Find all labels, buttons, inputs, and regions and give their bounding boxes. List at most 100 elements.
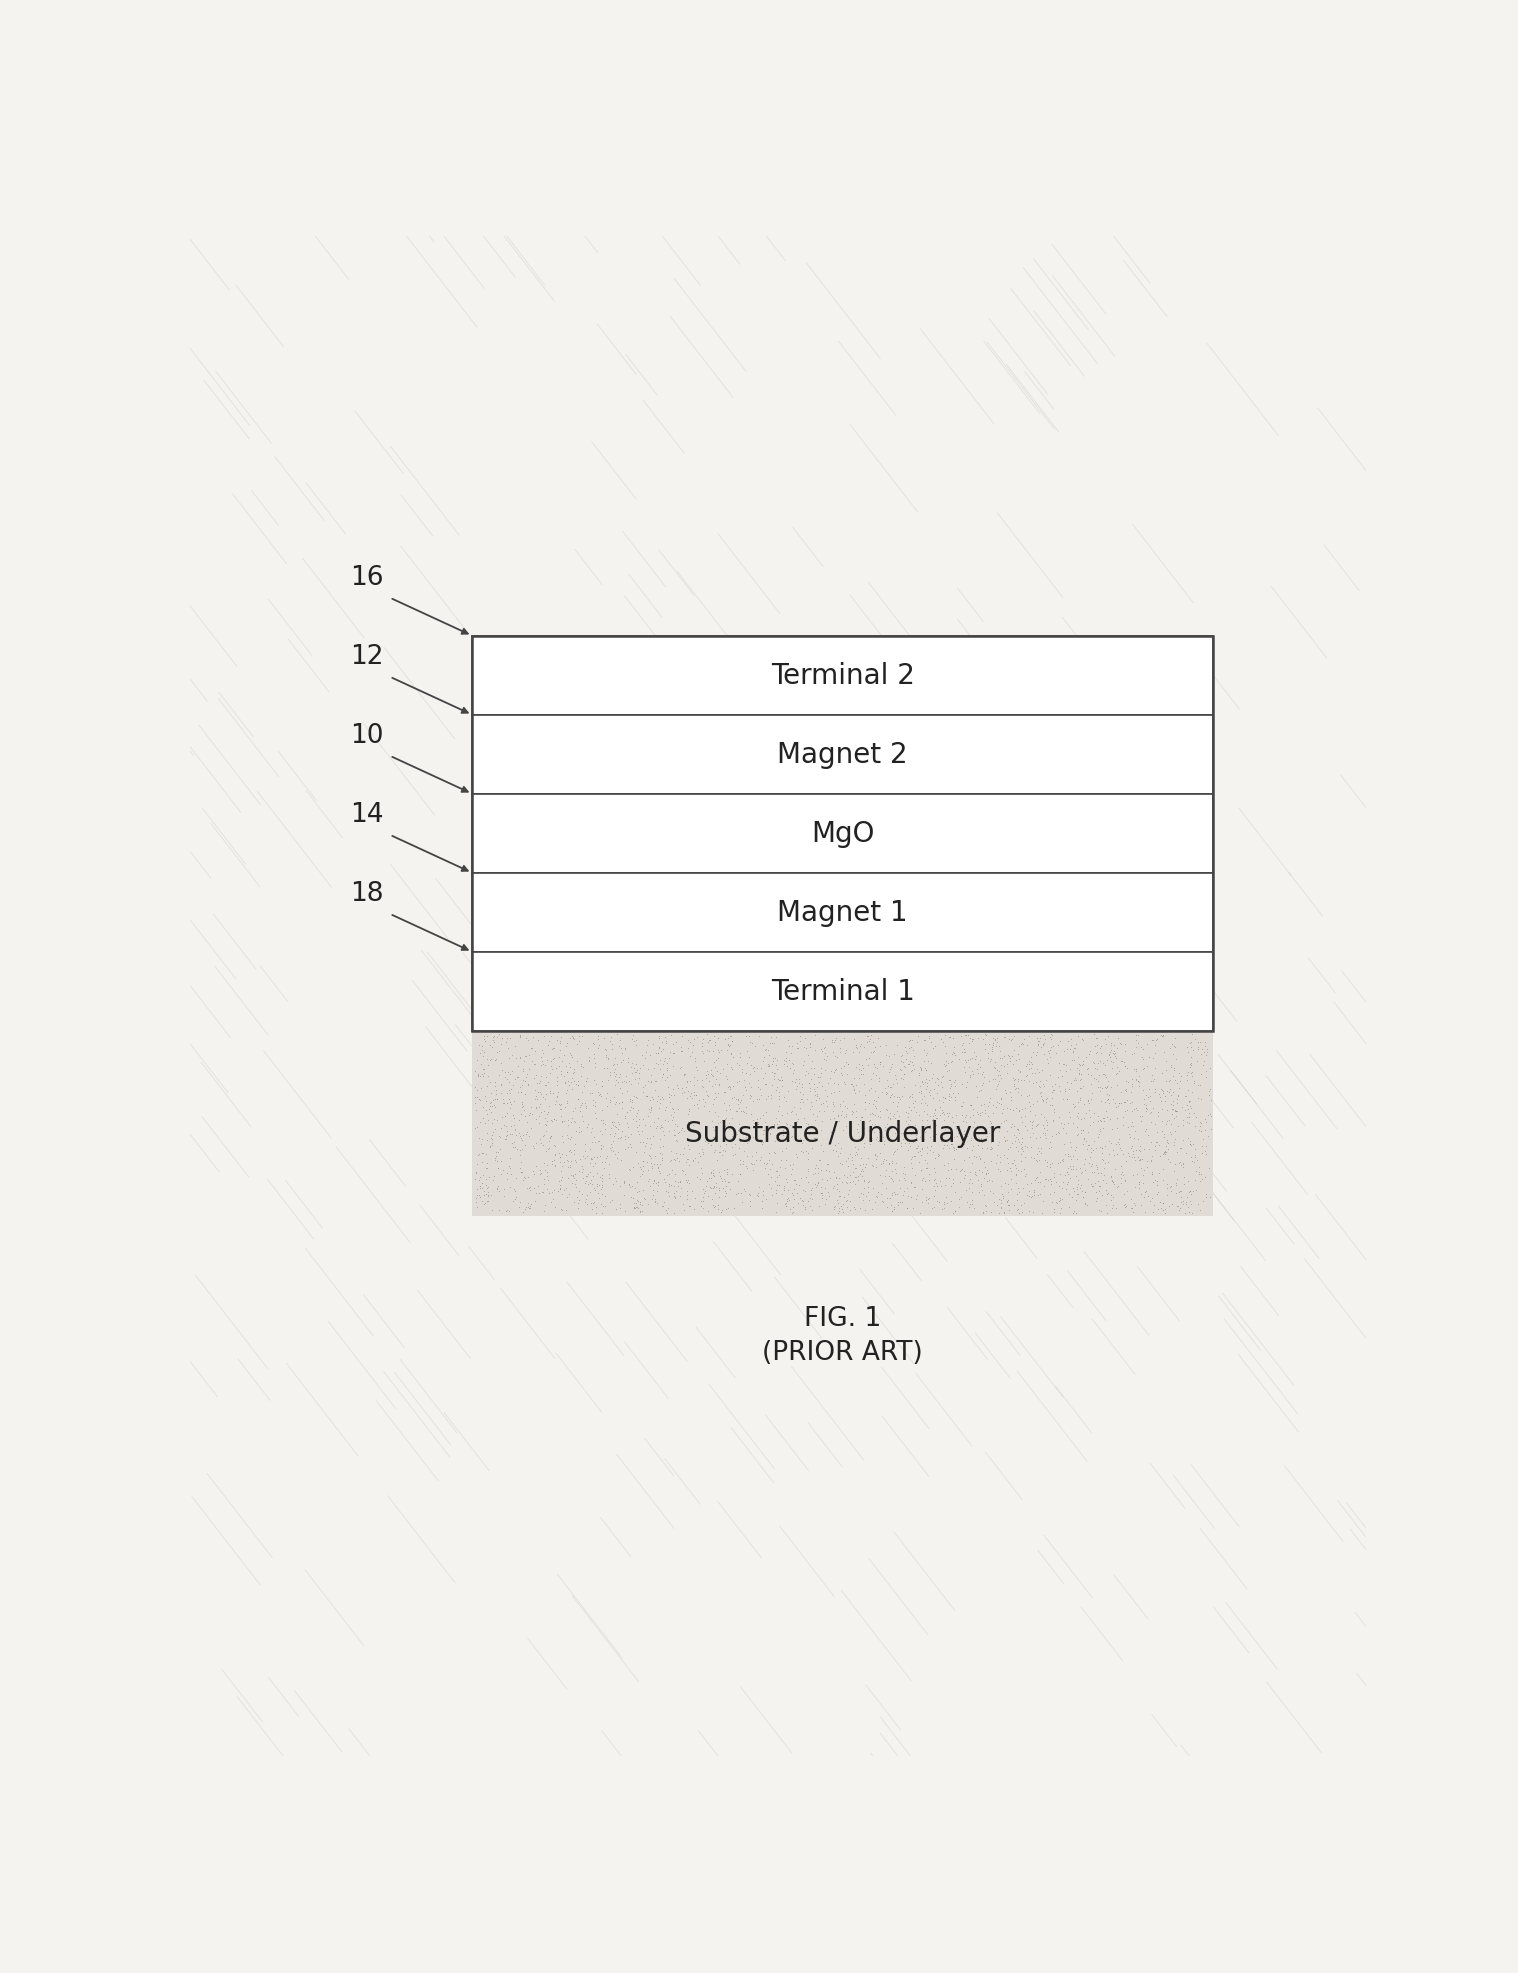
- Point: [809, 1164, 833, 1196]
- Point: [1175, 1192, 1199, 1223]
- Point: [1070, 1071, 1094, 1103]
- Point: [657, 1044, 682, 1075]
- Point: [713, 1194, 738, 1225]
- Point: [627, 1148, 651, 1180]
- Point: [841, 1156, 865, 1188]
- Point: [839, 1095, 864, 1127]
- Point: [492, 1109, 516, 1140]
- Point: [952, 1129, 976, 1160]
- Point: [612, 1166, 636, 1198]
- Point: [735, 1140, 759, 1172]
- Point: [1050, 1050, 1075, 1081]
- Point: [968, 1075, 993, 1107]
- Point: [981, 1022, 1005, 1054]
- Point: [979, 1134, 1003, 1166]
- Point: [879, 1079, 903, 1111]
- Point: [689, 1036, 713, 1067]
- Point: [1131, 1075, 1155, 1107]
- Point: [997, 1190, 1022, 1221]
- Point: [1050, 1060, 1075, 1091]
- Point: [1154, 1194, 1178, 1225]
- Point: [842, 1152, 867, 1184]
- Point: [1119, 1184, 1143, 1215]
- Point: [1052, 1075, 1076, 1107]
- Point: [586, 1077, 610, 1109]
- Point: [1025, 1146, 1049, 1178]
- Point: [522, 1050, 546, 1081]
- Point: [903, 1172, 927, 1204]
- Point: [937, 1148, 961, 1180]
- Point: [754, 1069, 779, 1101]
- Point: [550, 1162, 574, 1194]
- Point: [844, 1052, 868, 1083]
- Point: [771, 1170, 795, 1202]
- Point: [618, 1182, 642, 1213]
- Point: [818, 1103, 842, 1134]
- Point: [534, 1134, 559, 1166]
- Point: [1195, 1034, 1219, 1065]
- Point: [1134, 1093, 1158, 1125]
- Point: [583, 1148, 607, 1180]
- Point: [789, 1083, 814, 1115]
- Point: [1099, 1052, 1123, 1083]
- Point: [1031, 1028, 1055, 1060]
- Point: [754, 1034, 779, 1065]
- Point: [751, 1119, 776, 1150]
- Point: [1064, 1075, 1088, 1107]
- Point: [701, 1125, 726, 1156]
- Point: [798, 1190, 823, 1221]
- Point: [811, 1182, 835, 1213]
- Point: [918, 1026, 943, 1058]
- Point: [707, 1172, 732, 1204]
- Point: [1132, 1083, 1157, 1115]
- Point: [524, 1129, 548, 1160]
- Point: [1132, 1178, 1157, 1209]
- Point: [557, 1048, 581, 1079]
- Point: [941, 1024, 965, 1056]
- Point: [914, 1133, 938, 1164]
- Point: [826, 1162, 850, 1194]
- Point: [899, 1148, 923, 1180]
- Point: [519, 1034, 543, 1065]
- Point: [818, 1162, 842, 1194]
- Point: [880, 1180, 905, 1211]
- Point: [622, 1026, 647, 1058]
- Point: [920, 1058, 944, 1089]
- Point: [1017, 1176, 1041, 1207]
- Point: [691, 1024, 715, 1056]
- Point: [955, 1067, 979, 1099]
- Point: [697, 1125, 721, 1156]
- Point: [876, 1042, 900, 1073]
- Point: [852, 1166, 876, 1198]
- Point: [645, 1048, 669, 1079]
- Point: [1009, 1107, 1034, 1138]
- Point: [1151, 1164, 1175, 1196]
- Point: [1131, 1182, 1155, 1213]
- Point: [572, 1129, 597, 1160]
- Point: [932, 1150, 956, 1182]
- Point: [809, 1089, 833, 1121]
- Point: [1143, 1052, 1167, 1083]
- Point: [1145, 1117, 1169, 1148]
- Point: [1193, 1138, 1217, 1170]
- Point: [715, 1095, 739, 1127]
- Point: [1131, 1160, 1155, 1192]
- Point: [624, 1192, 648, 1223]
- Point: [648, 1109, 672, 1140]
- Point: [660, 1038, 685, 1069]
- Point: [641, 1180, 665, 1211]
- Point: [984, 1048, 1008, 1079]
- Point: [509, 1071, 533, 1103]
- Point: [530, 1036, 554, 1067]
- Point: [1070, 1115, 1094, 1146]
- Point: [712, 1087, 736, 1119]
- Point: [1006, 1095, 1031, 1127]
- Point: [563, 1168, 587, 1200]
- Point: [1110, 1028, 1134, 1060]
- Point: [668, 1138, 692, 1170]
- Point: [501, 1099, 525, 1131]
- Point: [559, 1160, 583, 1192]
- Point: [1026, 1180, 1050, 1211]
- Point: [812, 1038, 836, 1069]
- Point: [591, 1146, 615, 1178]
